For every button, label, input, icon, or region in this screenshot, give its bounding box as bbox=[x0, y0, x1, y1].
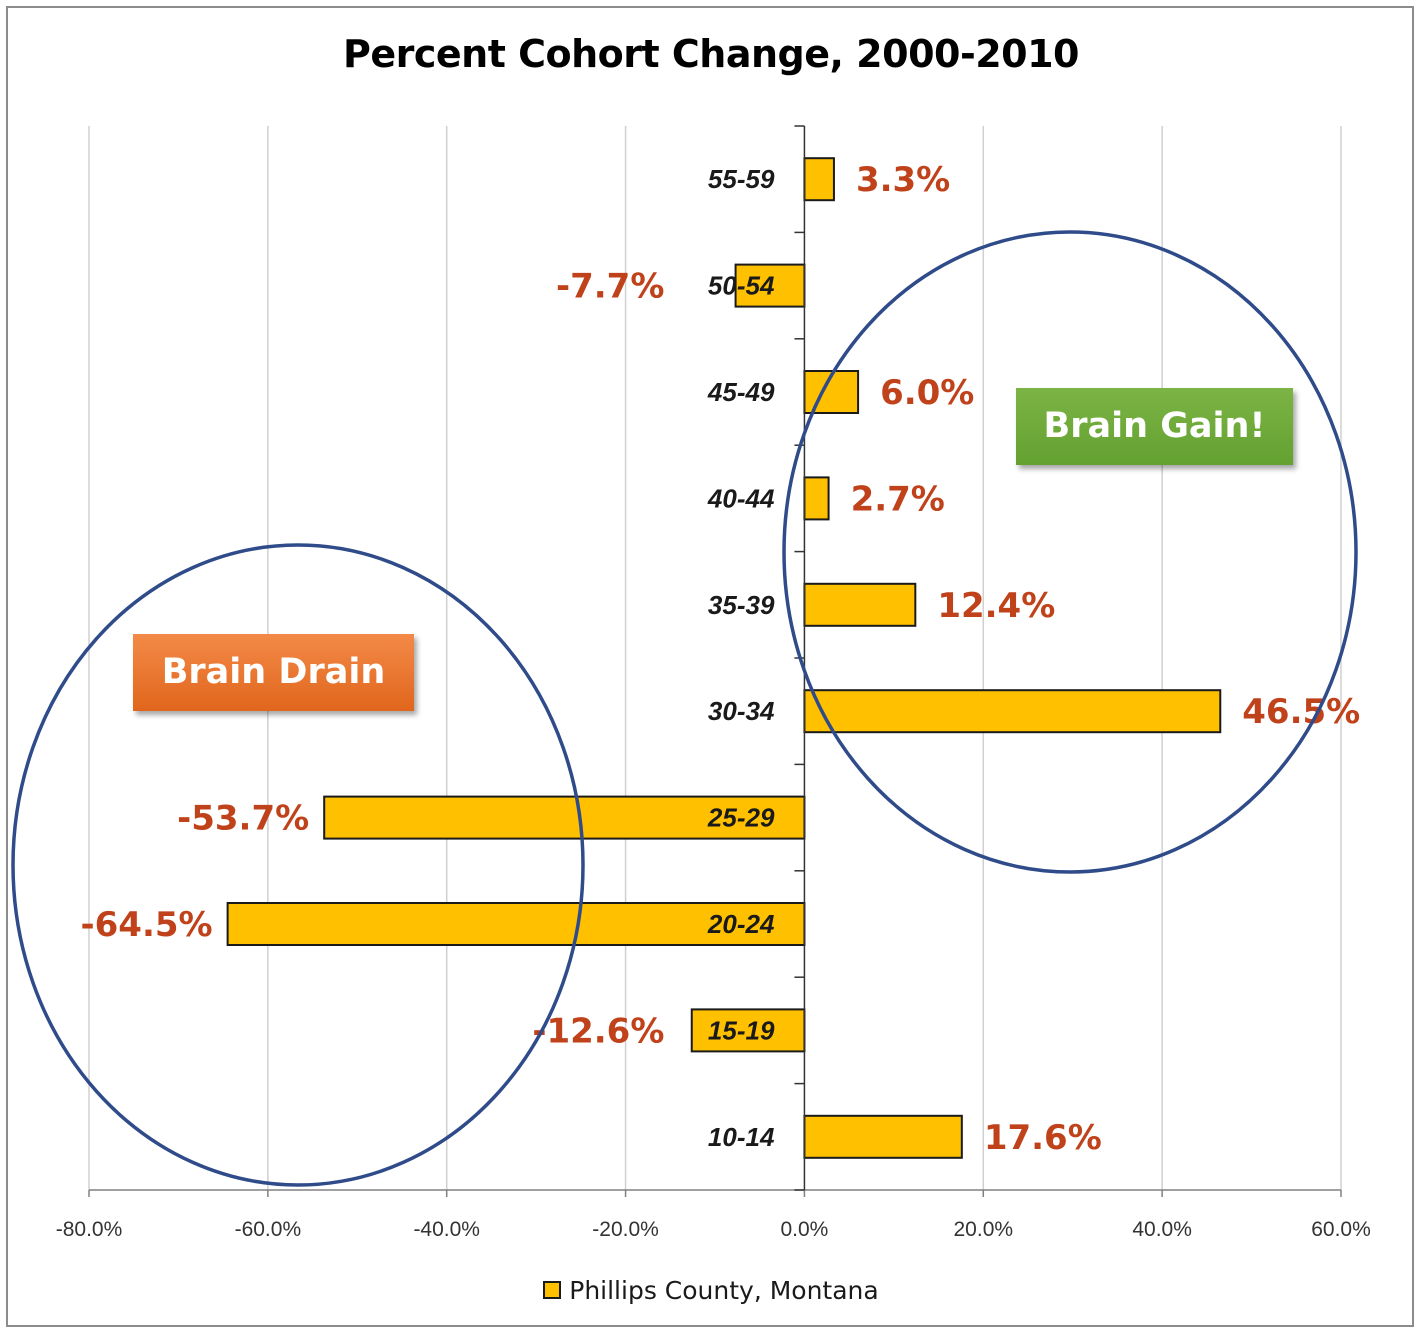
data-label: 3.3% bbox=[856, 160, 950, 200]
x-tick-label: 0.0% bbox=[780, 1218, 828, 1241]
data-label: 2.7% bbox=[851, 479, 945, 519]
x-tick-label: 40.0% bbox=[1132, 1218, 1192, 1241]
category-label: 20-24 bbox=[707, 909, 775, 939]
x-tick-label: -40.0% bbox=[413, 1218, 480, 1241]
legend-swatch bbox=[543, 1281, 562, 1299]
data-label: -64.5% bbox=[81, 905, 213, 945]
data-label: 6.0% bbox=[880, 373, 974, 413]
bar-55-59 bbox=[803, 157, 835, 202]
chart-title: Percent Cohort Change, 2000-2010 bbox=[343, 32, 1079, 76]
data-label: -53.7% bbox=[177, 799, 309, 839]
x-tick-label: -60.0% bbox=[235, 1218, 302, 1241]
category-label: 25-29 bbox=[707, 803, 775, 833]
legend-label: Phillips County, Montana bbox=[569, 1276, 879, 1305]
data-label: -7.7% bbox=[556, 267, 664, 307]
bar-20-24 bbox=[226, 902, 806, 946]
bar-10-14 bbox=[803, 1114, 963, 1159]
category-label: 35-39 bbox=[708, 590, 775, 620]
category-label: 40-44 bbox=[707, 483, 775, 513]
data-label: 17.6% bbox=[984, 1118, 1102, 1158]
bar-50-54 bbox=[734, 263, 806, 308]
category-label: 30-34 bbox=[708, 696, 775, 726]
legend: Phillips County, Montana bbox=[0, 1276, 1422, 1305]
bars bbox=[226, 157, 1222, 1159]
data-label: 46.5% bbox=[1242, 692, 1360, 732]
category-label: 55-59 bbox=[708, 164, 775, 194]
brain-gain-callout: Brain Gain! bbox=[1016, 388, 1293, 465]
axes bbox=[88, 125, 1342, 1197]
data-label: -12.6% bbox=[532, 1011, 664, 1051]
bar-25-29 bbox=[323, 795, 806, 840]
brain-drain-circle bbox=[11, 543, 585, 1187]
bar-35-39 bbox=[803, 582, 917, 627]
data-label: 12.4% bbox=[937, 586, 1055, 626]
category-label: 50-54 bbox=[708, 271, 775, 301]
x-tick-label: -80.0% bbox=[56, 1218, 123, 1241]
labels: -80.0% -60.0% -40.0% -20.0% 0.0% 20.0% 40.0% 60… bbox=[56, 160, 1371, 1241]
bar-40-44 bbox=[803, 476, 830, 521]
category-label: 45-49 bbox=[707, 377, 775, 407]
x-tick-label: -20.0% bbox=[592, 1218, 659, 1241]
x-tick-label: 20.0% bbox=[954, 1218, 1014, 1241]
annotation-circles bbox=[11, 230, 1358, 1187]
bar-30-34 bbox=[803, 689, 1222, 734]
category-label: 10-14 bbox=[708, 1122, 775, 1152]
brain-drain-callout: Brain Drain bbox=[133, 634, 414, 711]
brain-gain-circle bbox=[782, 230, 1358, 874]
x-tick-label: 60.0% bbox=[1311, 1218, 1371, 1241]
category-label: 15-19 bbox=[708, 1015, 775, 1045]
bar-15-19 bbox=[690, 1008, 806, 1053]
